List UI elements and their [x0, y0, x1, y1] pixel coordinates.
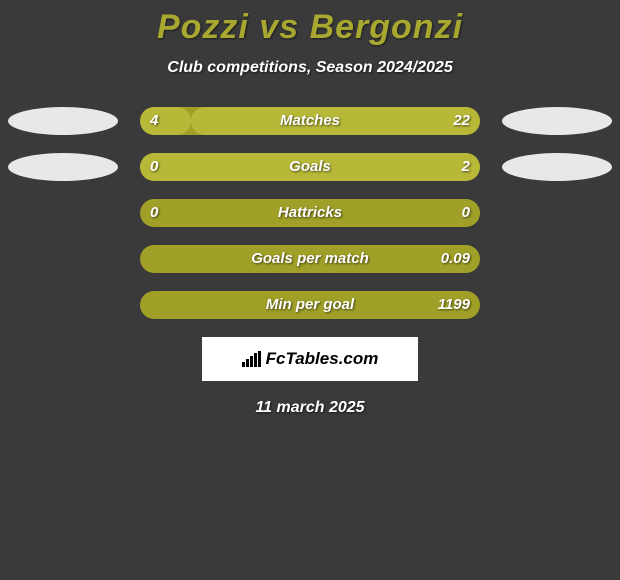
stat-row: 4Matches22 — [0, 107, 620, 135]
stat-label: Matches — [140, 107, 480, 135]
stat-value-right: 1199 — [438, 291, 470, 319]
stats-rows: 4Matches220Goals20Hattricks0Goals per ma… — [0, 107, 620, 319]
stat-bar: Goals per match0.09 — [140, 245, 480, 273]
stat-value-right: 2 — [462, 153, 470, 181]
stat-row: Min per goal1199 — [0, 291, 620, 319]
player-left-marker — [8, 153, 118, 181]
stat-label: Hattricks — [140, 199, 480, 227]
player-right-marker — [502, 153, 612, 181]
stat-value-right: 0 — [462, 199, 470, 227]
logo-label: FcTables.com — [266, 349, 379, 369]
stat-row: 0Goals2 — [0, 153, 620, 181]
stat-bar: 4Matches22 — [140, 107, 480, 135]
date-label: 11 march 2025 — [0, 399, 620, 417]
bars-icon — [242, 351, 262, 367]
logo: FcTables.com — [242, 349, 379, 369]
stat-value-right: 22 — [453, 107, 470, 135]
stat-label: Goals per match — [140, 245, 480, 273]
logo-box: FcTables.com — [202, 337, 418, 381]
page-title: Pozzi vs Bergonzi — [0, 0, 620, 47]
stat-bar: 0Hattricks0 — [140, 199, 480, 227]
stat-row: 0Hattricks0 — [0, 199, 620, 227]
player-right-marker — [502, 107, 612, 135]
stat-bar: Min per goal1199 — [140, 291, 480, 319]
stat-bar: 0Goals2 — [140, 153, 480, 181]
stat-label: Goals — [140, 153, 480, 181]
stat-value-right: 0.09 — [441, 245, 470, 273]
page-subtitle: Club competitions, Season 2024/2025 — [0, 59, 620, 77]
stat-label: Min per goal — [140, 291, 480, 319]
stat-row: Goals per match0.09 — [0, 245, 620, 273]
player-left-marker — [8, 107, 118, 135]
